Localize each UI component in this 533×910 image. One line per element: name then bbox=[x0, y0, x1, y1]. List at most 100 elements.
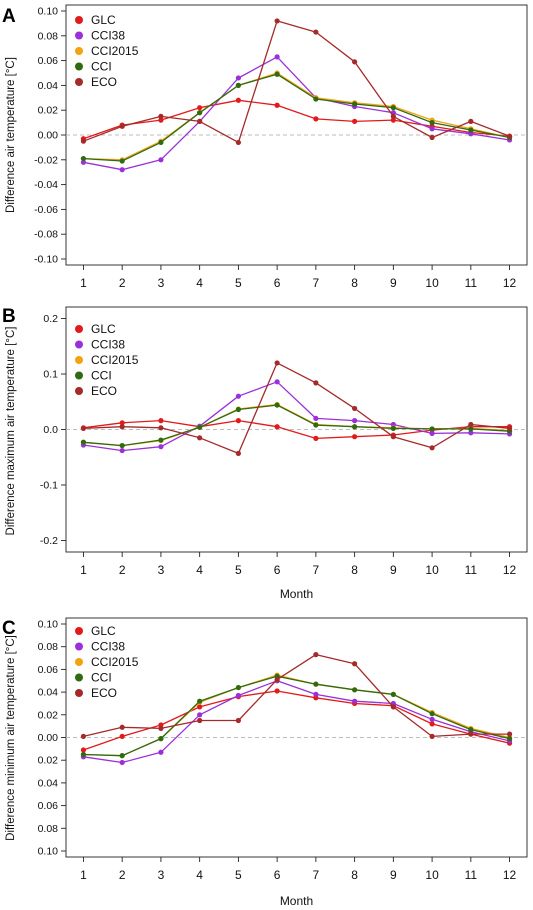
legend-marker-cci2015 bbox=[75, 47, 83, 55]
data-point-glc bbox=[352, 118, 358, 124]
data-point-eco bbox=[468, 421, 474, 428]
data-point-cci38 bbox=[158, 749, 164, 755]
series-line-cci bbox=[83, 73, 510, 162]
data-point-eco bbox=[197, 717, 203, 724]
data-point-glc bbox=[158, 418, 164, 424]
data-point-eco bbox=[197, 435, 203, 441]
data-point-eco bbox=[506, 425, 513, 431]
data-point-cci38 bbox=[352, 418, 358, 424]
x-tick-label: 1 bbox=[80, 868, 87, 882]
data-point-cci bbox=[119, 158, 125, 164]
y-tick-label: 0.08 bbox=[38, 641, 59, 653]
data-point-cci38 bbox=[429, 716, 435, 722]
data-point-cci bbox=[352, 424, 358, 430]
x-tick-label: 4 bbox=[196, 563, 203, 577]
data-point-cci bbox=[158, 139, 164, 146]
y-tick-label: 0.02 bbox=[38, 105, 59, 117]
x-tick-label: 3 bbox=[158, 563, 165, 577]
data-point-eco bbox=[119, 123, 125, 129]
legend-label: CCI2015 bbox=[91, 353, 139, 367]
y-axis-label: Difference air temperature [°C] bbox=[5, 57, 17, 213]
series-line-eco bbox=[83, 362, 510, 455]
series-line-cci38 bbox=[83, 56, 510, 171]
data-point-eco bbox=[429, 134, 435, 141]
x-tick-label: 10 bbox=[425, 868, 439, 882]
x-tick-label: 8 bbox=[351, 276, 358, 290]
y-tick-label: 0.06 bbox=[38, 800, 59, 812]
data-point-cci38 bbox=[119, 447, 125, 454]
data-point-eco bbox=[352, 661, 358, 667]
series-line-cci38 bbox=[83, 680, 510, 764]
data-point-glc bbox=[274, 102, 280, 108]
x-tick-label: 5 bbox=[235, 276, 242, 290]
data-point-cci bbox=[119, 753, 125, 759]
data-point-cci bbox=[80, 155, 87, 162]
data-point-cci38 bbox=[429, 126, 435, 132]
data-point-glc bbox=[390, 117, 396, 123]
data-point-cci bbox=[506, 736, 513, 742]
x-tick-label: 12 bbox=[503, 868, 517, 882]
x-tick-label: 7 bbox=[313, 563, 320, 577]
data-point-cci38 bbox=[468, 131, 474, 137]
data-point-eco bbox=[313, 380, 319, 386]
data-point-cci38 bbox=[313, 691, 319, 697]
data-point-eco bbox=[390, 113, 396, 119]
x-tick-label: 11 bbox=[465, 868, 478, 882]
x-tick-label: 6 bbox=[274, 276, 281, 290]
x-tick-label: 11 bbox=[465, 276, 478, 290]
data-point-eco bbox=[352, 405, 358, 412]
data-point-cci bbox=[390, 425, 396, 431]
data-point-eco bbox=[158, 113, 164, 119]
data-point-glc bbox=[119, 733, 125, 739]
legend-marker-cci bbox=[75, 62, 83, 71]
data-point-cci bbox=[429, 120, 435, 126]
data-point-cci bbox=[313, 681, 319, 687]
legend-marker-glc bbox=[75, 627, 83, 635]
data-point-cci bbox=[429, 426, 435, 432]
legend-label: GLC bbox=[91, 624, 116, 638]
y-tick-label: 0.10 bbox=[38, 846, 59, 858]
y-tick-label: 0.08 bbox=[38, 30, 59, 42]
data-point-cci38 bbox=[352, 698, 358, 704]
data-point-cci bbox=[80, 439, 87, 445]
data-point-cci bbox=[352, 101, 358, 107]
chart-panel-b: -0.2-0.10.00.10.21 2 3 4 5 6 7 8 9 10 11 12Differen… bbox=[2, 306, 528, 601]
data-point-cci bbox=[119, 442, 125, 449]
x-axis-label: Month bbox=[280, 587, 313, 601]
data-point-eco bbox=[390, 704, 396, 710]
legend-marker-eco bbox=[75, 689, 83, 697]
data-point-cci38 bbox=[80, 159, 87, 165]
legend-label: ECO bbox=[91, 75, 117, 89]
x-tick-label: 2 bbox=[119, 276, 126, 290]
x-tick-label: 12 bbox=[503, 563, 517, 577]
legend-marker-cci38 bbox=[75, 31, 83, 40]
data-point-cci38 bbox=[119, 759, 125, 766]
x-tick-label: 4 bbox=[196, 276, 203, 290]
legend-label: CCI2015 bbox=[91, 655, 139, 669]
x-tick-label: 1 bbox=[80, 563, 87, 577]
panel-label: B bbox=[2, 306, 16, 327]
data-point-glc bbox=[197, 704, 203, 710]
legend-label: CCI bbox=[91, 60, 112, 74]
x-axis-label: Month bbox=[280, 894, 313, 908]
data-point-glc bbox=[313, 116, 319, 122]
y-tick-label: 0.06 bbox=[38, 664, 59, 676]
data-point-glc bbox=[197, 105, 203, 111]
y-tick-label: 0.06 bbox=[38, 55, 59, 67]
data-point-cci bbox=[468, 127, 474, 133]
data-point-cci38 bbox=[274, 54, 280, 60]
chart-panel-c: 0.10 0.08 0.06 0.04 0.02 0.00 0.02 0.04 0.06 0.08… bbox=[2, 617, 528, 908]
legend-label: GLC bbox=[91, 13, 116, 27]
x-tick-label: 7 bbox=[313, 276, 320, 290]
data-point-eco bbox=[235, 450, 241, 456]
data-point-cci bbox=[313, 422, 319, 428]
data-point-eco bbox=[197, 118, 203, 124]
series-line-glc bbox=[83, 99, 510, 140]
data-point-eco bbox=[119, 424, 125, 430]
x-tick-label: 6 bbox=[274, 563, 281, 577]
data-point-eco bbox=[313, 652, 319, 658]
data-point-glc bbox=[274, 424, 280, 430]
